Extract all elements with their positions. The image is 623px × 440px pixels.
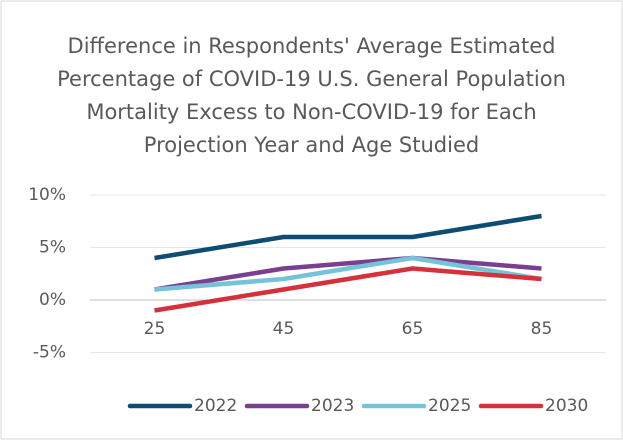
series-line xyxy=(154,213,542,261)
y-tick-label: 5% xyxy=(39,238,66,258)
legend-label: 2025 xyxy=(428,396,471,416)
x-tick-label: 85 xyxy=(531,319,553,339)
x-tick-label: 45 xyxy=(273,319,295,339)
x-tick-label: 25 xyxy=(144,319,166,339)
legend-label: 2023 xyxy=(311,396,354,416)
legend-label: 2030 xyxy=(545,396,588,416)
series-line xyxy=(154,255,542,292)
y-tick-label: 10% xyxy=(28,185,66,205)
y-tick-label: 0% xyxy=(39,290,66,310)
series-line xyxy=(154,255,542,292)
y-tick-label: -5% xyxy=(33,343,66,363)
series-line xyxy=(154,266,542,313)
chart-title: Difference in Respondents' Average Estim… xyxy=(57,34,566,157)
legend-label: 2022 xyxy=(194,396,237,416)
x-tick-label: 65 xyxy=(402,319,424,339)
